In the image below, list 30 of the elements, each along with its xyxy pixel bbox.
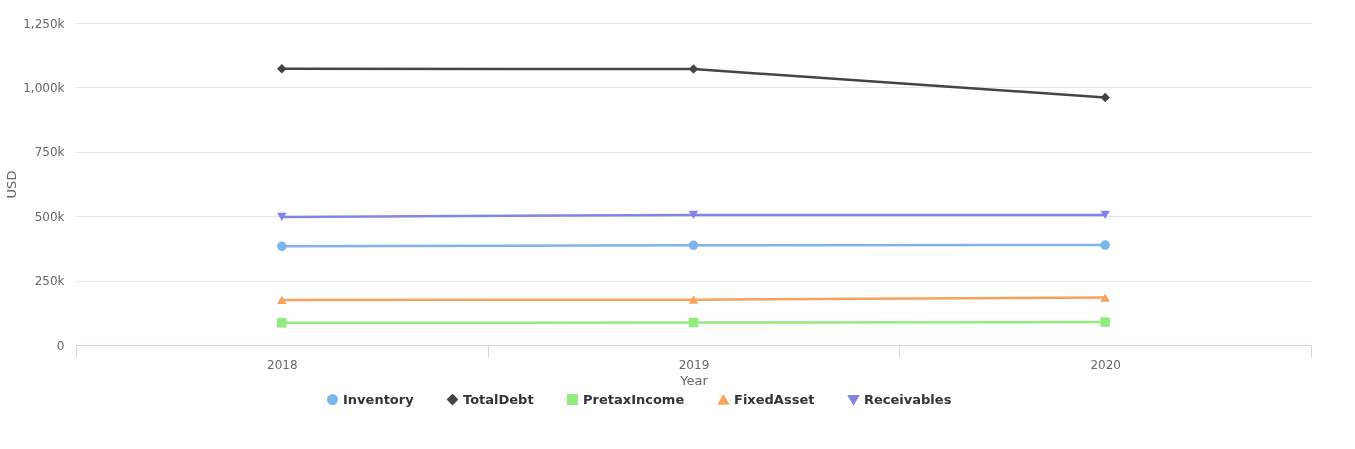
y-tick-label: 250k: [34, 274, 65, 289]
legend-label: Receivables: [864, 391, 952, 407]
point: [277, 212, 287, 222]
y-tick-label: 1,000k: [23, 80, 65, 95]
y-tick-label: 750k: [34, 145, 65, 160]
legend-label: TotalDebt: [463, 391, 534, 407]
x-axis-title: Year: [679, 372, 709, 388]
y-tick-label: 1,250k: [23, 16, 65, 31]
legend-label: PretaxIncome: [583, 391, 685, 407]
point: [277, 241, 287, 252]
point: [277, 64, 287, 74]
point: [1100, 240, 1110, 250]
x-tick-label: 2019: [678, 357, 710, 372]
y-tick-label: 500k: [34, 209, 65, 224]
x-tick-label: 2018: [267, 357, 298, 372]
point: [1100, 293, 1110, 302]
point: [1100, 210, 1110, 220]
point: [1100, 317, 1110, 327]
point: [688, 295, 699, 304]
point: [688, 240, 699, 251]
legend-label: Inventory: [343, 391, 415, 407]
point: [277, 318, 287, 328]
x-tick-label: 2020: [1090, 357, 1121, 372]
legend-label: FixedAsset: [734, 391, 815, 407]
point: [1100, 92, 1110, 103]
point: [688, 317, 699, 328]
y-axis-title: USD: [4, 170, 20, 199]
point: [688, 210, 699, 220]
y-tick-label: 0: [56, 338, 65, 353]
point: [277, 295, 287, 305]
